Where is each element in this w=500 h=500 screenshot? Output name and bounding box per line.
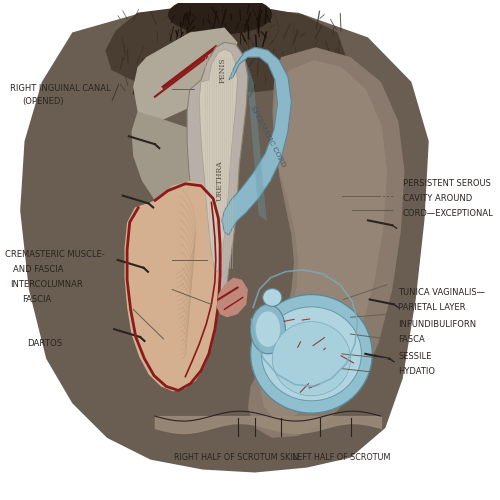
Text: PARIETAL LAYER: PARIETAL LAYER	[398, 303, 466, 312]
Ellipse shape	[272, 322, 350, 396]
Polygon shape	[124, 181, 220, 392]
Text: RIGHT HALF OF SCROTUM SKIN: RIGHT HALF OF SCROTUM SKIN	[174, 453, 298, 462]
Ellipse shape	[262, 307, 362, 401]
Text: FASCA: FASCA	[398, 334, 425, 344]
Text: LEFT HALF OF SCROTUM: LEFT HALF OF SCROTUM	[293, 453, 390, 462]
Polygon shape	[248, 48, 404, 438]
Text: URETHRA: URETHRA	[216, 160, 224, 201]
Polygon shape	[222, 48, 292, 235]
Text: PENIS: PENIS	[218, 57, 226, 83]
Ellipse shape	[262, 288, 282, 306]
Text: CORD—EXCEPTIONAL: CORD—EXCEPTIONAL	[402, 209, 494, 218]
Ellipse shape	[250, 294, 372, 413]
Text: PERSISTENT SEROUS: PERSISTENT SEROUS	[402, 179, 490, 188]
Text: (OPENED): (OPENED)	[22, 97, 64, 106]
Polygon shape	[187, 42, 248, 312]
Polygon shape	[20, 8, 429, 472]
Ellipse shape	[168, 0, 272, 34]
Text: INFUNDIBULIFORN: INFUNDIBULIFORN	[398, 320, 476, 328]
Text: FASCIA: FASCIA	[22, 295, 51, 304]
Text: SESSILE: SESSILE	[398, 352, 432, 362]
Polygon shape	[260, 60, 387, 418]
Polygon shape	[200, 50, 237, 272]
Polygon shape	[216, 278, 248, 317]
Ellipse shape	[250, 304, 286, 354]
Polygon shape	[106, 5, 346, 94]
Polygon shape	[132, 112, 224, 220]
Text: SPERMATIC CORD: SPERMATIC CORD	[248, 104, 288, 168]
Text: AND FASCIA: AND FASCIA	[13, 266, 64, 274]
Text: DARTOS: DARTOS	[27, 340, 63, 348]
Text: CAVITY AROUND: CAVITY AROUND	[402, 194, 472, 203]
Text: INTERCOLUMNAR: INTERCOLUMNAR	[10, 280, 83, 289]
Text: RIGHT INGUINAL CANAL: RIGHT INGUINAL CANAL	[10, 84, 110, 94]
Ellipse shape	[256, 312, 280, 347]
Text: CREMASTERIC MUSCLE-: CREMASTERIC MUSCLE-	[4, 250, 104, 260]
Text: TUNICA VAGINALIS—: TUNICA VAGINALIS—	[398, 288, 486, 297]
Polygon shape	[133, 28, 238, 126]
Text: HYDATIO: HYDATIO	[398, 367, 436, 376]
